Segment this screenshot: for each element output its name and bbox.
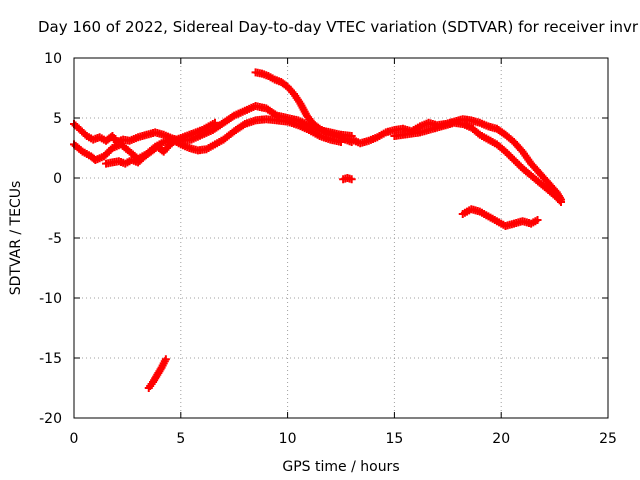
data-point-interp <box>555 196 564 205</box>
x-tick-label: 0 <box>70 431 79 447</box>
y-axis-label: SDTVAR / TECUs <box>8 181 24 296</box>
grid-lines <box>74 58 608 418</box>
y-tick-label: -15 <box>39 351 62 367</box>
series-track-c <box>102 118 219 168</box>
axis-ticks: 0 5 10 15 20 25 -20 -15 -10 -5 0 5 10 <box>39 51 617 447</box>
data-point <box>533 216 542 224</box>
x-tick-label: 20 <box>492 431 510 447</box>
y-tick-label: -5 <box>48 231 62 247</box>
y-tick-label: -20 <box>39 411 62 427</box>
data-point <box>161 355 170 364</box>
series-track-f <box>390 118 566 206</box>
data-point <box>210 118 219 127</box>
x-axis-label: GPS time / hours <box>282 459 399 475</box>
x-tick-label: 15 <box>385 431 403 447</box>
data-points <box>70 68 566 392</box>
y-tick-label: 0 <box>53 171 62 187</box>
series-track-d <box>251 68 356 146</box>
y-tick-label: 5 <box>53 111 62 127</box>
x-tick-label: 5 <box>176 431 185 447</box>
x-tick-label: 10 <box>279 431 297 447</box>
series-track-i <box>339 174 356 184</box>
y-tick-label: -10 <box>39 291 62 307</box>
series-track-g <box>458 205 542 230</box>
data-point <box>557 198 566 206</box>
series-track-h <box>144 355 170 392</box>
y-tick-label: 10 <box>44 51 62 67</box>
data-point <box>347 175 356 184</box>
series-track-e <box>347 115 566 204</box>
chart-title: Day 160 of 2022, Sidereal Day-to-day VTE… <box>38 18 639 36</box>
x-tick-label: 25 <box>599 431 617 447</box>
